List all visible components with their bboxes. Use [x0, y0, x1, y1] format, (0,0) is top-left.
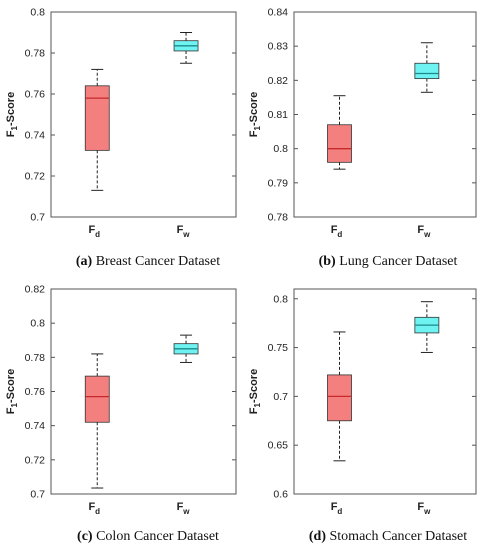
- y-tick-label: 0.6: [273, 489, 288, 501]
- y-tick-label: 0.81: [268, 109, 289, 121]
- chart-panel-3: 0.7 0.72 0.74 0.76 0.78 0.8 0.82 F1-Score Fd Fw (c…: [5, 284, 237, 544]
- y-axis-label: F1-Score: [5, 92, 19, 137]
- y-tick-label: 0.76: [25, 89, 46, 101]
- y-tick-label: 0.82: [25, 284, 46, 296]
- x-category-label: Fd: [88, 501, 100, 516]
- panel-caption: (c) Colon Cancer Dataset: [77, 529, 219, 544]
- x-category-label: Fw: [177, 224, 191, 239]
- plot-frame: [293, 288, 477, 495]
- y-tick-label: 0.7: [30, 212, 45, 224]
- box-fd: [84, 353, 110, 489]
- y-tick-label: 0.83: [268, 41, 289, 53]
- chart-panel-4: 0.6 0.65 0.7 0.75 0.8 F1-Score Fd Fw (d) Stomach…: [248, 288, 477, 544]
- plot-frame: [50, 11, 237, 218]
- panel-caption: (d) Stomach Cancer Dataset: [309, 529, 467, 544]
- x-category-label: Fw: [177, 501, 191, 516]
- chart-panel-1: 0.7 0.72 0.74 0.76 0.78 0.8 F1-Score Fd Fw (a) Br…: [5, 7, 237, 269]
- box-fw: [414, 301, 440, 353]
- y-tick-label: 0.72: [25, 454, 46, 466]
- box-fw: [414, 42, 440, 93]
- y-tick-label: 0.84: [268, 7, 289, 19]
- y-axis-label: F1-Score: [5, 369, 19, 414]
- y-axis-label: F1-Score: [248, 369, 262, 414]
- chart-panel-2: 0.78 0.79 0.8 0.81 0.82 0.83 0.84 F1-Score Fd Fw (…: [248, 7, 477, 269]
- y-tick-label: 0.8: [273, 293, 288, 305]
- x-category-label: Fw: [417, 501, 431, 516]
- y-tick-label: 0.7: [273, 391, 288, 403]
- y-tick-label: 0.72: [25, 171, 46, 183]
- plot-frame: [50, 288, 237, 495]
- box-fd: [84, 68, 110, 191]
- y-tick-label: 0.74: [25, 130, 46, 142]
- iqr-box: [327, 124, 352, 163]
- y-tick-label: 0.8: [30, 318, 45, 330]
- panel-caption: (b) Lung Cancer Dataset: [319, 254, 458, 269]
- panel-caption: (a) Breast Cancer Dataset: [76, 254, 220, 269]
- box-fw: [173, 334, 199, 363]
- y-tick-label: 0.76: [25, 386, 46, 398]
- y-tick-label: 0.82: [268, 75, 289, 87]
- y-tick-label: 0.75: [268, 342, 289, 354]
- x-category-label: Fd: [331, 501, 343, 516]
- y-tick-label: 0.7: [30, 489, 45, 501]
- iqr-box: [84, 85, 110, 151]
- y-tick-label: 0.8: [30, 7, 45, 19]
- iqr-box: [84, 375, 110, 423]
- y-tick-label: 0.74: [25, 420, 46, 432]
- box-fd: [327, 95, 352, 170]
- x-category-label: Fd: [88, 224, 100, 239]
- y-tick-label: 0.78: [25, 48, 46, 60]
- y-tick-label: 0.8: [273, 143, 288, 155]
- box-fw: [173, 32, 199, 64]
- iqr-box: [327, 374, 352, 422]
- x-category-label: Fd: [331, 224, 343, 239]
- y-tick-label: 0.78: [25, 352, 46, 364]
- y-axis-label: F1-Score: [248, 92, 262, 137]
- box-fd: [327, 331, 352, 462]
- y-tick-label: 0.78: [268, 212, 289, 224]
- y-tick-label: 0.65: [268, 440, 289, 452]
- plot-frame: [293, 11, 477, 218]
- x-category-label: Fw: [417, 224, 431, 239]
- iqr-box: [414, 62, 440, 80]
- y-tick-label: 0.79: [268, 177, 289, 189]
